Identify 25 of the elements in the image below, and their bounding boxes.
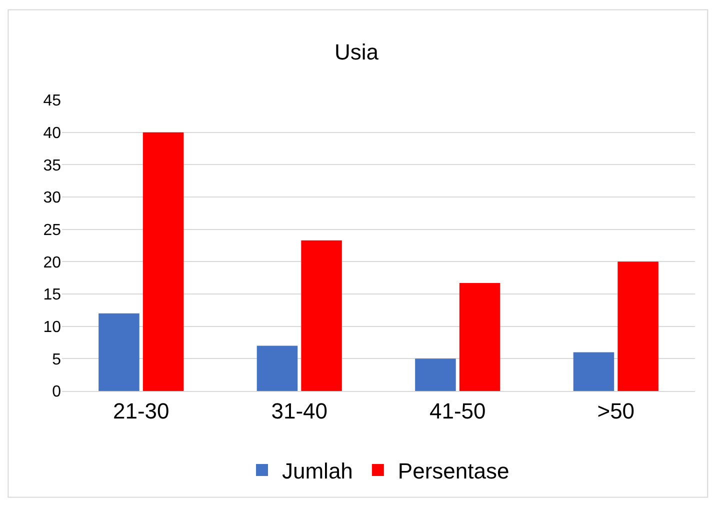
y-tick-label: 25 xyxy=(43,222,62,239)
x-tick-label: 31-40 xyxy=(271,398,328,424)
bar xyxy=(301,240,342,391)
bar xyxy=(415,358,456,391)
y-tick-label: 10 xyxy=(43,318,62,336)
legend-label: Jumlah xyxy=(282,458,353,484)
y-tick-label: 5 xyxy=(52,351,62,368)
bar xyxy=(618,262,658,391)
y-tick-label: 15 xyxy=(43,286,62,304)
y-tick-label: 30 xyxy=(43,190,62,207)
y-tick-label: 35 xyxy=(43,157,62,174)
y-tick-label: 45 xyxy=(43,92,62,110)
bar xyxy=(256,346,298,391)
legend-label: Persentase xyxy=(398,458,510,484)
x-tick-label: >50 xyxy=(597,398,635,424)
x-tick-label: 21-30 xyxy=(112,398,170,424)
y-tick-label: 20 xyxy=(43,254,62,272)
x-tick-label: 41-50 xyxy=(429,398,486,424)
y-tick-label: 40 xyxy=(43,124,62,142)
bar xyxy=(98,313,140,391)
bar xyxy=(459,283,500,391)
chart-title: Usia xyxy=(334,40,380,65)
bar xyxy=(573,352,614,391)
bar xyxy=(142,132,184,391)
y-tick-label: 0 xyxy=(52,384,62,401)
